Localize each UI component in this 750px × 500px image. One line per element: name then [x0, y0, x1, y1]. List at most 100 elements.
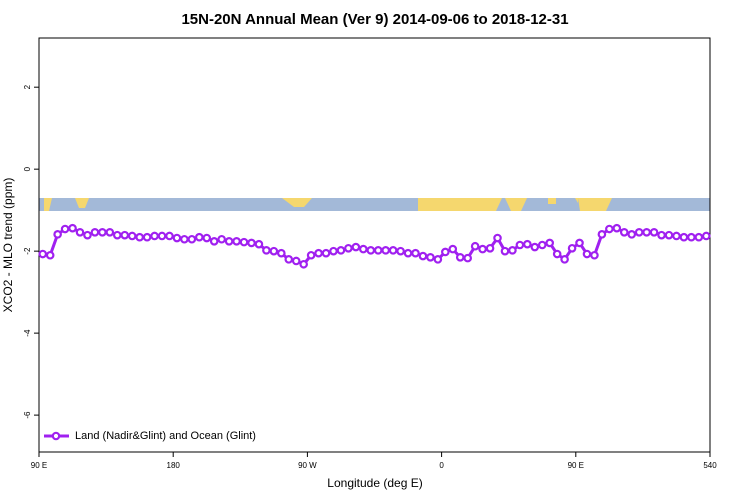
data-point — [351, 242, 361, 252]
data-point — [373, 246, 383, 255]
x-tick-label: 90 W — [298, 461, 317, 470]
data-point — [679, 232, 689, 242]
data-point — [381, 246, 390, 255]
data-point — [209, 237, 219, 246]
data-point — [277, 248, 286, 258]
data-point — [396, 246, 405, 256]
data-point — [657, 230, 666, 240]
data-point — [112, 230, 122, 240]
data-point — [619, 227, 629, 237]
data-point — [359, 244, 368, 254]
data-point — [463, 253, 472, 263]
data-point — [545, 238, 555, 248]
data-point — [441, 247, 450, 257]
data-point — [224, 237, 234, 246]
data-point — [649, 227, 659, 237]
data-point — [590, 250, 599, 260]
data-point — [217, 234, 226, 244]
legend: Land (Nadir&Glint) and Ocean (Glint) — [44, 430, 256, 442]
data-point — [470, 241, 480, 251]
data-point — [552, 249, 562, 259]
data-point — [388, 246, 398, 255]
x-tick-label: 90 E — [31, 461, 47, 470]
data-point — [523, 239, 532, 249]
data-point — [508, 246, 517, 255]
x-axis-label: Longitude (deg E) — [327, 476, 422, 490]
data-point — [53, 230, 62, 239]
data-point — [336, 246, 346, 255]
chart-title: 15N-20N Annual Mean (Ver 9) 2014-09-06 t… — [181, 11, 568, 28]
data-point — [634, 227, 644, 237]
y-tick-label: -4 — [23, 329, 32, 337]
map-strip — [39, 198, 710, 211]
data-point — [157, 231, 167, 241]
data-point — [344, 243, 353, 253]
x-tick-label: 540 — [703, 461, 717, 470]
data-point — [530, 242, 540, 252]
legend-label: Land (Nadir&Glint) and Ocean (Glint) — [75, 430, 256, 442]
data-point — [262, 246, 271, 255]
data-point — [448, 244, 458, 254]
data-point — [485, 243, 495, 253]
data-point — [75, 227, 85, 237]
data-point — [455, 252, 465, 262]
x-tick-label: 180 — [167, 461, 181, 470]
data-point — [202, 233, 212, 243]
data-point — [642, 227, 651, 237]
data-point — [612, 223, 622, 233]
data-point — [306, 250, 316, 260]
data-point — [239, 237, 249, 247]
data-point — [493, 233, 502, 243]
data-point — [672, 231, 681, 241]
data-point — [98, 227, 107, 237]
data-point — [537, 240, 547, 250]
data-point — [150, 231, 159, 241]
data-point — [567, 243, 577, 253]
plot-frame — [38, 37, 711, 453]
data-point — [478, 244, 487, 254]
data-point — [605, 224, 614, 234]
data-point — [105, 227, 115, 237]
data-point — [321, 248, 331, 258]
y-tick-label: -6 — [23, 411, 32, 419]
data-point — [254, 239, 264, 249]
data-point — [194, 232, 204, 242]
data-point — [172, 233, 182, 243]
data-point — [314, 248, 323, 258]
data-point — [127, 231, 137, 241]
x-tick-label: 90 E — [568, 461, 584, 470]
data-point — [284, 255, 294, 264]
data-point — [247, 238, 256, 248]
data-point — [120, 230, 130, 240]
data-point — [560, 255, 569, 264]
data-point — [83, 230, 92, 240]
data-point — [411, 248, 420, 258]
legend-marker — [51, 431, 61, 441]
data-point — [597, 230, 607, 239]
y-tick-label: 2 — [23, 84, 32, 89]
y-tick-label: 0 — [23, 166, 32, 171]
data-point — [45, 250, 55, 260]
data-point — [68, 223, 77, 233]
data-point — [694, 232, 704, 242]
data-point — [165, 231, 174, 241]
data-point — [515, 240, 525, 250]
data-point — [627, 230, 637, 239]
data-point — [418, 251, 428, 261]
data-point — [299, 259, 308, 269]
data-point — [291, 256, 301, 266]
series-line — [42, 226, 707, 267]
data-point — [366, 246, 376, 255]
y-axis-label: XCO2 - MLO trend (ppm) — [1, 178, 15, 313]
data-point — [90, 227, 100, 237]
data-point — [135, 232, 144, 242]
data-point — [701, 231, 711, 241]
data-point — [38, 249, 48, 259]
data-point — [329, 246, 338, 256]
data-point — [426, 252, 435, 262]
data-point — [142, 232, 152, 242]
data-point — [582, 249, 592, 259]
data-point — [433, 255, 443, 264]
data-point — [575, 238, 584, 248]
